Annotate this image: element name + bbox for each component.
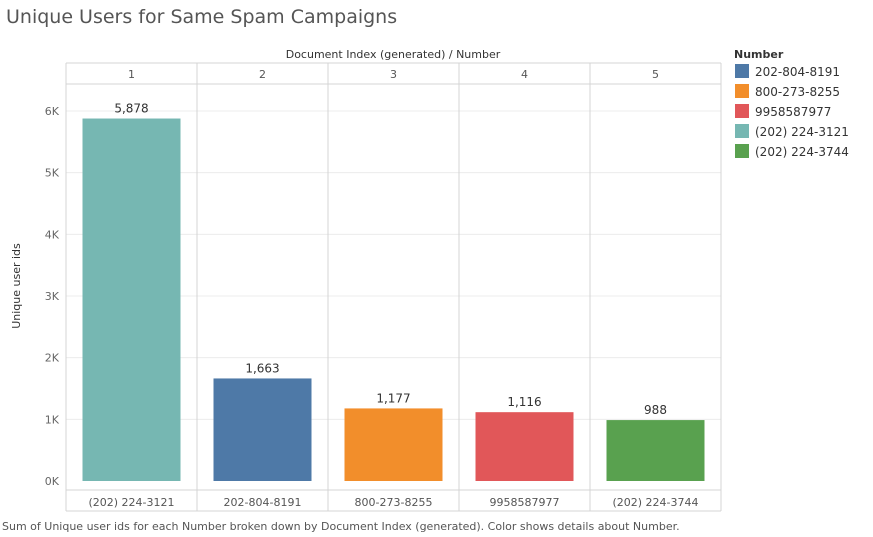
bar-value-label: 1,663 [245, 361, 279, 375]
column-header: Document Index (generated) / Number [286, 48, 501, 61]
bar-value-label: 1,116 [507, 395, 541, 409]
legend-item-label: 800-273-8255 [755, 85, 840, 99]
category-label: 800-273-8255 [355, 496, 433, 509]
y-axis-label: Unique user ids [10, 243, 23, 329]
legend-item-label: (202) 224-3121 [755, 125, 849, 139]
chart-caption: Sum of Unique user ids for each Number b… [2, 520, 680, 533]
y-axis: 0K 1K 2K 3K 4K 5K 6K [45, 105, 60, 488]
legend-item-label: 9958587977 [755, 105, 831, 119]
pane-index-label: 2 [259, 68, 266, 81]
category-label: 9958587977 [490, 496, 560, 509]
legend-swatch [735, 144, 749, 158]
bar-value-label: 988 [644, 403, 667, 417]
pane-index-label: 1 [128, 68, 135, 81]
y-tick-label: 1K [45, 413, 60, 426]
bar [213, 378, 312, 481]
bar-value-label: 1,177 [376, 391, 410, 405]
y-tick-label: 0K [45, 475, 60, 488]
legend-swatch [735, 84, 749, 98]
pane-index-label: 3 [390, 68, 397, 81]
pane-index-label: 4 [521, 68, 528, 81]
legend-item-label: (202) 224-3744 [755, 145, 849, 159]
chart-title: Unique Users for Same Spam Campaigns [6, 6, 398, 28]
legend: Number 202-804-8191 800-273-8255 995858797… [734, 48, 849, 159]
category-label: 202-804-8191 [224, 496, 302, 509]
category-label: (202) 224-3121 [88, 496, 174, 509]
legend-swatch [735, 104, 749, 118]
bar [344, 408, 443, 481]
y-tick-label: 3K [45, 290, 60, 303]
legend-swatch [735, 64, 749, 78]
y-tick-label: 4K [45, 228, 60, 241]
legend-title: Number [734, 48, 784, 61]
legend-item-label: 202-804-8191 [755, 65, 840, 79]
y-tick-label: 6K [45, 105, 60, 118]
y-tick-label: 2K [45, 352, 60, 365]
bar [606, 420, 705, 481]
bars: 5,878 1,663 1,177 1,116 988 [82, 102, 705, 482]
bar-value-label: 5,878 [114, 102, 148, 116]
bar [82, 118, 181, 482]
y-tick-label: 5K [45, 167, 60, 180]
pane-index-label: 5 [652, 68, 659, 81]
bar [475, 412, 574, 481]
panes: 1 (202) 224-3121 2 202-804-8191 3 800-273-825… [65, 62, 722, 512]
legend-swatch [735, 124, 749, 138]
category-label: (202) 224-3744 [612, 496, 698, 509]
